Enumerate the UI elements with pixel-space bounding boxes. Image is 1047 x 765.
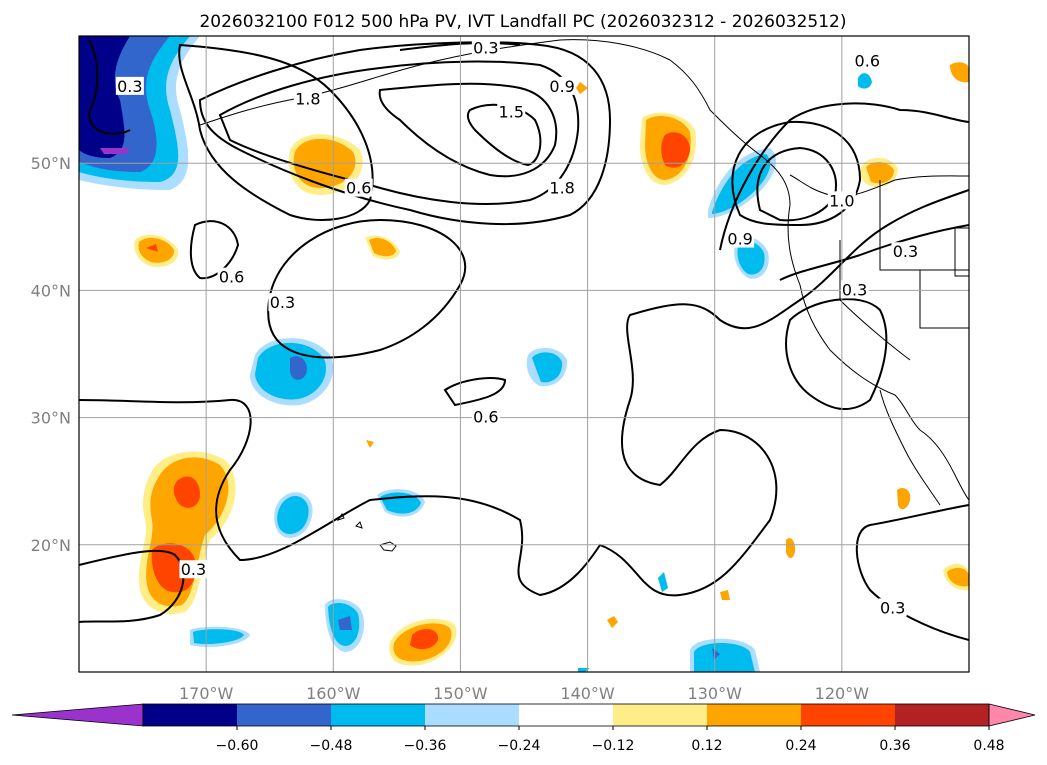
colorbar-tick-label: −0.48	[310, 738, 353, 754]
gridlines	[79, 36, 969, 672]
contour-label-bg	[891, 242, 920, 261]
contour-label-bg	[179, 560, 208, 579]
contour-label: 0.3	[117, 77, 142, 96]
colorbar-box	[519, 704, 613, 726]
map-area: 0.3 0.3 0.6 0.3 1.8 0.6 0.3 0.9 1.5 1.8 0.6 0.9 1.0 0…	[79, 36, 969, 672]
colorbar-tick-label: 0.12	[691, 738, 722, 754]
lon-tick-label: 150°W	[433, 684, 488, 703]
colorbar-tick-label: 0.24	[785, 738, 816, 754]
colorbar-extend-max	[988, 703, 1036, 727]
colorbar-tick-label: −0.12	[592, 738, 635, 754]
colorbar-extend-min	[11, 703, 144, 727]
contour-label: 0.6	[473, 408, 498, 427]
lon-tick-label: 170°W	[179, 684, 234, 703]
contour-label-bg	[471, 407, 500, 426]
contour-label: 0.3	[181, 560, 206, 579]
lat-tick-label: 20°N	[31, 536, 71, 555]
chart-title: 2026032100 F012 500 hPa PV, IVT Landfall…	[199, 12, 846, 32]
colorbar-tick-label: 0.48	[973, 738, 1004, 754]
map-frame	[78, 35, 970, 673]
contour-label-bg	[853, 51, 882, 70]
lat-tick-label: 50°N	[31, 154, 71, 173]
colorbar-box	[425, 704, 519, 726]
contour-label-bg	[344, 178, 373, 197]
colorbar-box	[237, 704, 331, 726]
colorbar-tick-label: −0.24	[498, 738, 541, 754]
contour-labels: 0.3 0.3 0.6 0.3 1.8 0.6 0.3 0.9 1.5 1.8 0.6 0.9 1.0 0…	[115, 38, 920, 617]
lon-tick-label: 120°W	[815, 684, 870, 703]
contour-label: 0.9	[549, 77, 574, 96]
contour-label-bg	[497, 102, 526, 121]
contour-label: 0.6	[219, 268, 244, 287]
colorbar-box	[801, 704, 895, 726]
contour-label-bg	[217, 267, 246, 286]
coastlines	[199, 39, 969, 552]
colorbar: −0.60 −0.48 −0.36 −0.24 −0.12 0.12 0.24 0.36 0.4…	[11, 703, 1036, 754]
contour-label-bg	[827, 191, 856, 210]
lon-tick-label: 130°W	[688, 684, 743, 703]
lon-tick-label: 160°W	[306, 684, 361, 703]
colorbar-tick-label: −0.60	[216, 738, 259, 754]
contour-label: 0.3	[880, 598, 905, 617]
contour-label-bg	[268, 293, 297, 312]
contour-label: 0.6	[346, 179, 371, 198]
colorbar-tick-label: −0.36	[404, 738, 447, 754]
lon-ticks: 170°W 160°W 150°W 140°W 130°W 120°W	[179, 684, 869, 703]
lat-ticks: 50°N 40°N 30°N 20°N	[31, 154, 71, 555]
lon-tick-label: 140°W	[560, 684, 615, 703]
shaded-field	[79, 36, 969, 672]
contour-label: 0.6	[855, 51, 880, 70]
contour-label-bg	[548, 178, 577, 197]
contour-label: 1.8	[295, 90, 320, 109]
colorbar-tick-label: 0.36	[879, 738, 910, 754]
colorbar-box	[707, 704, 801, 726]
contour-label: 0.3	[473, 39, 498, 58]
contour-label-bg	[840, 280, 869, 299]
lat-tick-label: 30°N	[31, 409, 71, 428]
contour-label-bg	[878, 598, 907, 617]
contour-label-bg	[726, 229, 755, 248]
contour-label: 1.5	[499, 102, 524, 121]
colorbar-box	[613, 704, 707, 726]
lat-tick-label: 40°N	[31, 281, 71, 300]
contour-label: 0.3	[270, 293, 295, 312]
colorbar-frame	[142, 703, 990, 727]
contour-label-bg	[471, 38, 500, 57]
contour-label-bg	[115, 76, 144, 95]
contour-label: 1.0	[829, 191, 854, 210]
contour-label-bg	[293, 89, 322, 108]
contour-lines	[79, 39, 969, 641]
colorbar-box	[331, 704, 425, 726]
contour-label-bg	[548, 76, 577, 95]
contour-label: 0.9	[727, 230, 752, 249]
contour-label: 0.3	[893, 242, 918, 261]
colorbar-box	[143, 704, 237, 726]
colorbar-box	[895, 704, 989, 726]
contour-label: 1.8	[549, 179, 574, 198]
contour-label: 0.3	[842, 280, 867, 299]
